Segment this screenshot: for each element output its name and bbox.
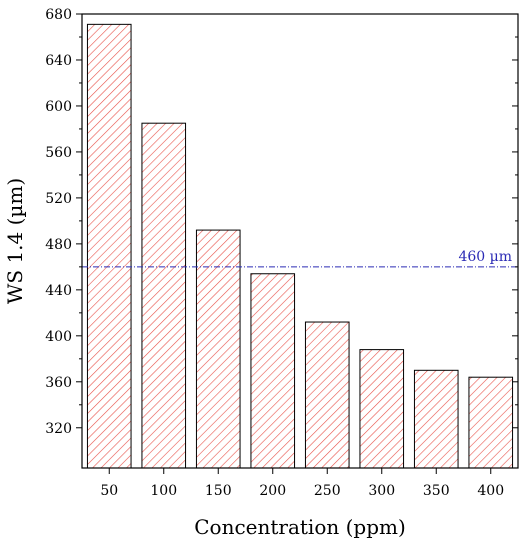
x-tick-label: 350 [423,483,450,499]
y-axis-title: WS 1.4 (µm) [3,178,27,304]
reference-line-label: 460 µm [458,249,512,265]
y-tick-label: 560 [45,145,72,161]
y-axis: 320 360 400 440 480 520 560 600 640 680 [45,7,518,437]
x-tick-label: 300 [368,483,395,499]
y-tick-label: 400 [45,329,72,345]
bar-50 [86,23,132,469]
y-tick-label: 440 [45,283,72,299]
x-tick-label: 400 [477,483,504,499]
bar-300 [359,349,405,469]
x-tick-label: 200 [259,483,286,499]
y-tick-label: 680 [45,7,72,23]
bar-200 [250,273,296,469]
y-tick-label: 520 [45,191,72,207]
y-tick-label: 480 [45,237,72,253]
x-tick-label: 50 [100,483,118,499]
x-axis: 50 100 150 200 250 300 350 400 [100,468,504,499]
x-axis-title: Concentration (ppm) [194,515,406,539]
y-tick-label: 320 [45,421,72,437]
bar-350 [413,369,459,469]
x-tick-label: 150 [205,483,232,499]
bar-100 [141,122,187,469]
bar-150 [195,229,241,469]
bars-group [86,23,514,469]
x-tick-label: 250 [314,483,341,499]
plot-frame [81,13,519,469]
y-tick-label: 640 [45,53,72,69]
bar-250 [304,321,350,469]
reference-line-group: 460 µm [82,249,518,268]
y-tick-label: 360 [45,375,72,391]
y-tick-label: 600 [45,99,72,115]
x-tick-label: 100 [150,483,177,499]
bar-400 [468,376,514,469]
